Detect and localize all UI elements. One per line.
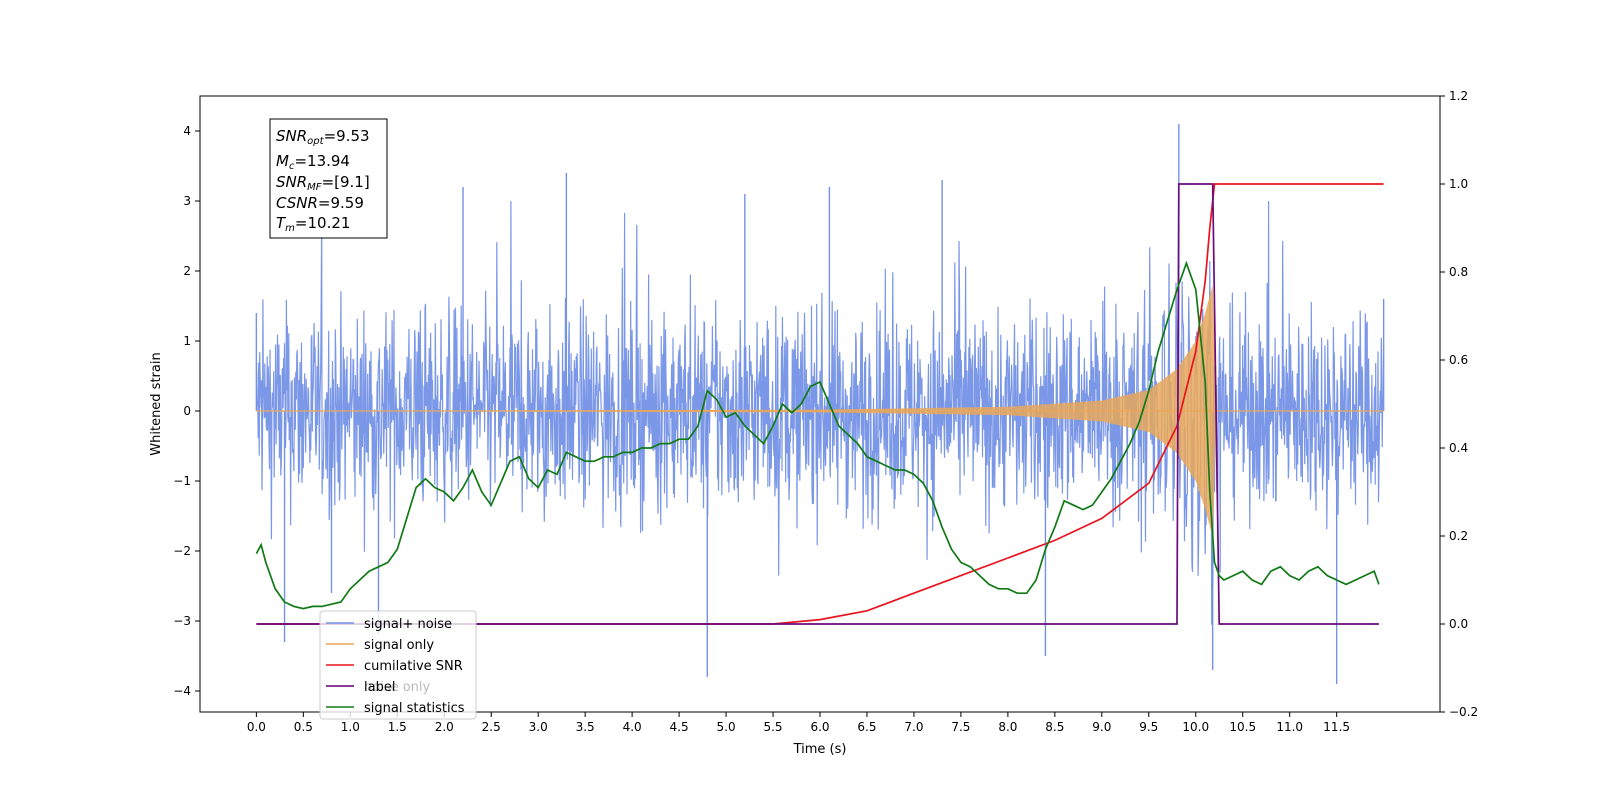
plot-area xyxy=(255,124,1385,684)
x-tick-label: 11.0 xyxy=(1276,720,1303,734)
legend-label-noise-only: noise only xyxy=(364,680,431,695)
series-signal-noise-line xyxy=(255,200,1385,625)
y-left-tick-label: 2 xyxy=(183,264,191,278)
y-left-tick-label: 1 xyxy=(183,334,191,348)
x-tick-label: 7.5 xyxy=(951,720,970,734)
info-csnr-value: =9.59 xyxy=(318,194,364,212)
series-signal-statistics-line xyxy=(255,260,1380,610)
legend-label-cumulative-snr: cumilative SNR xyxy=(364,659,463,674)
y-left-tick-label: 3 xyxy=(183,194,191,208)
info-csnr-name: CSNR xyxy=(276,194,318,212)
x-tick-label: 2.0 xyxy=(435,720,454,734)
y-right-tick-label: 0.0 xyxy=(1449,617,1468,631)
info-tm-name: T xyxy=(276,214,287,232)
info-tm-value: =10.21 xyxy=(295,214,351,232)
y-right-tick-label: 0.6 xyxy=(1449,353,1468,367)
info-tm-sub: m xyxy=(285,223,295,234)
y-right-tick-label: −0.2 xyxy=(1449,705,1478,719)
x-axis: 0.0 0.5 1.0 1.5 2.0 2.5 3.0 3.5 4.0 4.5 5.0 5.5 6.0 6… xyxy=(247,712,1350,734)
x-tick-label: 11.5 xyxy=(1323,720,1350,734)
y-right-tick-label: 0.8 xyxy=(1449,265,1468,279)
info-tm: Tm=10.21 xyxy=(276,214,350,234)
y-axis-label: Whitened strain xyxy=(149,352,164,455)
x-tick-label: 0.0 xyxy=(247,720,266,734)
y-right-tick-label: 0.2 xyxy=(1449,529,1468,543)
y-left-tick-label: −4 xyxy=(173,684,191,698)
y-axis-right: 1.2 1.0 0.8 0.6 0.4 0.2 0.0 −0.2 xyxy=(1440,89,1478,719)
x-tick-label: 1.5 xyxy=(388,720,407,734)
y-left-tick-label: 0 xyxy=(183,404,191,418)
legend-label-label: label xyxy=(364,680,395,695)
x-axis-label: Time (s) xyxy=(793,742,847,757)
y-right-tick-label: 1.0 xyxy=(1449,177,1468,191)
info-snr-mf-name: SNR xyxy=(276,173,307,191)
y-right-tick-label: 1.2 xyxy=(1449,89,1468,103)
x-tick-label: 5.5 xyxy=(763,720,782,734)
x-tick-label: 10.5 xyxy=(1229,720,1256,734)
x-tick-label: 8.5 xyxy=(1045,720,1064,734)
legend: signal+ noise signal only cumilative SNR… xyxy=(319,610,477,720)
info-mc-sub: c xyxy=(289,161,295,172)
info-snr-opt-sub: opt xyxy=(307,136,324,147)
info-box: SNRopt=9.53 Mc=13.94 SNRMF=[9.1] CSNR=9.… xyxy=(269,118,388,239)
legend-label-signal-statistics: signal statistics xyxy=(364,701,465,716)
info-snr-opt-value: =9.53 xyxy=(324,127,370,145)
info-mc-value: =13.94 xyxy=(294,152,350,170)
x-tick-label: 3.0 xyxy=(529,720,548,734)
y-left-tick-label: 4 xyxy=(183,124,191,138)
y-left-tick-label: −3 xyxy=(173,614,191,628)
info-csnr: CSNR=9.59 xyxy=(276,194,364,212)
y-left-tick-label: −1 xyxy=(173,474,191,488)
y-left-tick-label: −2 xyxy=(173,544,191,558)
x-tick-label: 3.5 xyxy=(576,720,595,734)
info-snr-opt: SNRopt=9.53 xyxy=(276,127,370,147)
x-tick-label: 0.5 xyxy=(294,720,313,734)
info-snr-mf: SNRMF=[9.1] xyxy=(276,173,370,193)
info-snr-mf-value: =[9.1] xyxy=(322,173,370,191)
x-tick-label: 1.0 xyxy=(341,720,360,734)
x-tick-label: 9.5 xyxy=(1139,720,1158,734)
x-tick-label: 9.0 xyxy=(1092,720,1111,734)
legend-frame xyxy=(319,610,477,720)
info-mc: Mc=13.94 xyxy=(276,152,350,172)
x-tick-label: 2.5 xyxy=(482,720,501,734)
x-tick-label: 4.5 xyxy=(670,720,689,734)
x-tick-label: 10.0 xyxy=(1182,720,1209,734)
x-tick-label: 6.0 xyxy=(810,720,829,734)
x-tick-label: 8.0 xyxy=(998,720,1017,734)
info-snr-opt-name: SNR xyxy=(276,127,307,145)
y-right-tick-label: 0.4 xyxy=(1449,441,1468,455)
legend-label-signal-noise: signal+ noise xyxy=(364,617,452,632)
x-tick-label: 7.0 xyxy=(904,720,923,734)
legend-label-signal-only: signal only xyxy=(364,638,434,653)
x-tick-label: 4.0 xyxy=(623,720,642,734)
info-box-frame xyxy=(269,118,388,239)
info-mc-name: M xyxy=(276,152,289,170)
y-axis-left: 4 3 2 1 0 −1 −2 −3 −4 xyxy=(173,124,200,698)
series-cumulative-snr-line xyxy=(256,183,1384,625)
info-snr-mf-sub: MF xyxy=(307,182,322,193)
x-tick-label: 5.0 xyxy=(717,720,736,734)
x-tick-label: 6.5 xyxy=(857,720,876,734)
series-label-line xyxy=(256,183,1379,625)
